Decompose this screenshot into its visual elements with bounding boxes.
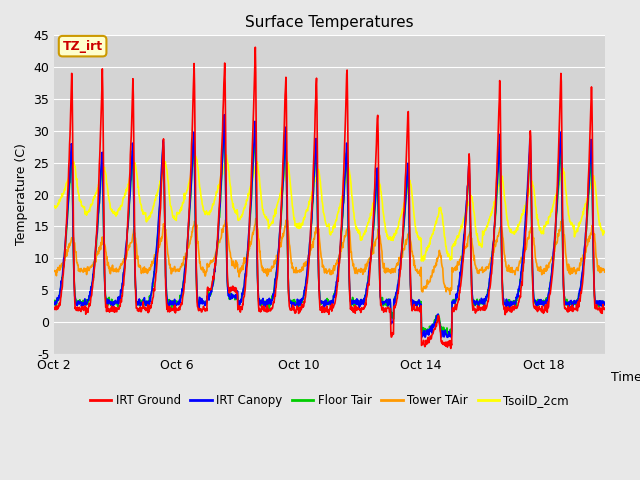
- Title: Surface Temperatures: Surface Temperatures: [245, 15, 414, 30]
- Text: TZ_irt: TZ_irt: [63, 40, 102, 53]
- Legend: IRT Ground, IRT Canopy, Floor Tair, Tower TAir, TsoilD_2cm: IRT Ground, IRT Canopy, Floor Tair, Towe…: [85, 389, 574, 411]
- X-axis label: Time: Time: [611, 372, 640, 384]
- Y-axis label: Temperature (C): Temperature (C): [15, 144, 28, 245]
